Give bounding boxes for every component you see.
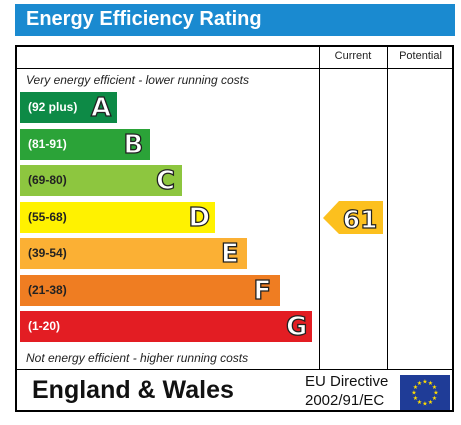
flag-star-icon: ★ xyxy=(413,395,418,402)
rating-band-a: (92 plus) A xyxy=(20,92,117,124)
current-column-divider xyxy=(319,46,320,369)
potential-column-header: Potential xyxy=(399,50,442,62)
band-range-label: (92 plus) xyxy=(28,100,78,114)
current-rating-arrow: 61 xyxy=(323,200,383,234)
rating-band-f: (21-38) F xyxy=(20,274,280,306)
current-column-header: Current xyxy=(334,50,372,62)
flag-star-icon: ★ xyxy=(433,390,438,397)
flag-star-icon: ★ xyxy=(428,399,433,406)
flag-star-icon: ★ xyxy=(428,380,433,387)
potential-column-divider xyxy=(387,46,388,369)
region-label: England & Wales xyxy=(32,376,234,404)
current-rating-value: 61 xyxy=(343,205,378,234)
rating-band-d: (55-68) D xyxy=(20,201,215,233)
title-banner: Energy Efficiency Rating xyxy=(15,4,455,36)
flag-star-icon: ★ xyxy=(432,384,437,391)
band-range-label: (39-54) xyxy=(28,246,67,260)
directive-line-1: EU Directive xyxy=(305,373,389,390)
band-range-label: (55-68) xyxy=(28,209,67,224)
band-letter: A xyxy=(90,92,112,123)
band-range-label: (81-91) xyxy=(28,136,67,151)
band-range-label: (21-38) xyxy=(28,282,67,297)
header-divider xyxy=(16,68,453,69)
band-letter: G xyxy=(285,311,308,342)
band-letter: E xyxy=(220,238,239,269)
band-range-label: (1-20) xyxy=(28,319,61,333)
flag-star-icon: ★ xyxy=(417,399,422,406)
rating-band-g: (1-20) G xyxy=(20,311,312,343)
band-range-label: (69-80) xyxy=(28,173,67,187)
page-title: Energy Efficiency Rating xyxy=(26,8,262,30)
band-letter: F xyxy=(253,275,272,306)
directive-line-2: 2002/91/EC xyxy=(305,392,385,409)
flag-star-icon: ★ xyxy=(413,384,418,391)
rating-band-c: (69-80) C xyxy=(20,165,182,197)
flag-star-icon: ★ xyxy=(432,395,437,402)
top-note: Very energy efficient - lower running co… xyxy=(26,73,249,87)
rating-band-b: (81-91) B xyxy=(20,128,150,160)
bottom-note: Not energy efficient - higher running co… xyxy=(26,351,249,365)
directive-label: EU Directive 2002/91/EC xyxy=(305,372,388,410)
flag-star-icon: ★ xyxy=(417,380,422,387)
flag-star-icon: ★ xyxy=(411,390,416,397)
band-letter: B xyxy=(123,129,144,160)
eu-flag-icon: ★ ★ ★ ★ ★ ★ ★ ★ ★ ★ ★ ★ xyxy=(400,375,450,410)
rating-frame xyxy=(15,45,454,412)
flag-star-icon: ★ xyxy=(422,401,427,408)
flag-star-icon: ★ xyxy=(422,379,427,386)
rating-band-e: (39-54) E xyxy=(20,238,247,270)
footer-divider xyxy=(16,369,453,370)
band-letter: C xyxy=(155,165,176,196)
band-letter: D xyxy=(188,202,211,233)
